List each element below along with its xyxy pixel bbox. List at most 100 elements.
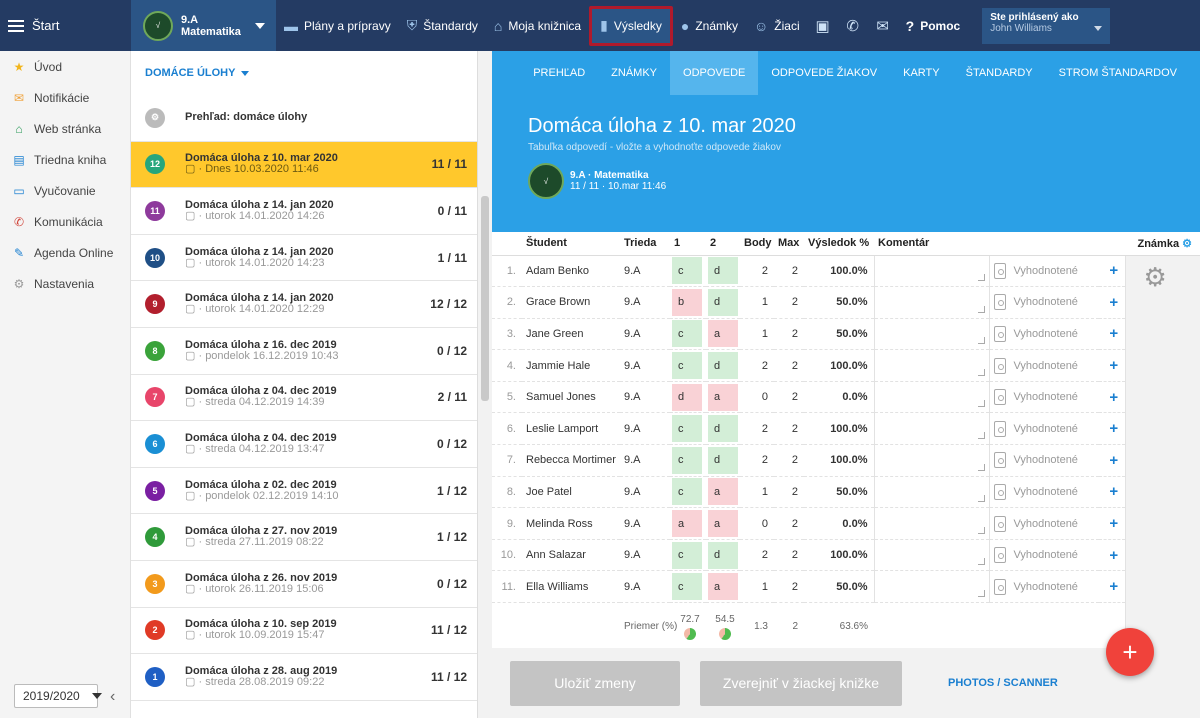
scroll-thumb[interactable] (481, 196, 489, 401)
add-grade-button[interactable]: + (1099, 286, 1125, 319)
comment-field[interactable] (873, 476, 990, 509)
save-button[interactable]: Uložiť zmeny (510, 660, 680, 706)
col-q2[interactable]: 2 (706, 232, 740, 256)
answer-q1[interactable]: c (672, 541, 702, 569)
nav-students[interactable]: ☺ Žiaci (746, 0, 808, 51)
comment-field[interactable] (873, 381, 990, 414)
screen-share-icon[interactable]: ▣ (815, 17, 830, 35)
start-menu-button[interactable]: Štart (0, 0, 131, 51)
sidebar-item-0[interactable]: ★ Úvod (0, 51, 130, 82)
add-grade-button[interactable]: + (1099, 476, 1125, 509)
sidebar-item-1[interactable]: ✉ Notifikácie (0, 82, 130, 113)
answer-q2[interactable]: a (708, 320, 738, 348)
answer-q1[interactable]: c (672, 352, 702, 380)
col-trieda[interactable]: Trieda (620, 232, 670, 256)
comment-field[interactable] (873, 507, 990, 540)
homework-item[interactable]: 3 Domáca úloha z 26. nov 2019 ▢ · utorok 2… (131, 561, 477, 608)
add-fab-button[interactable]: + (1106, 628, 1154, 676)
answer-q1[interactable]: c (672, 446, 702, 474)
answer-q2[interactable]: a (708, 383, 738, 411)
nav-library[interactable]: ⌂ Moja knižnica (486, 0, 589, 51)
sidebar-item-5[interactable]: ✆ Komunikácia (0, 206, 130, 237)
user-menu[interactable]: Ste prihlásený ako John Williams (982, 7, 1111, 44)
document-icon[interactable] (993, 262, 1006, 279)
add-grade-button[interactable]: + (1099, 318, 1125, 351)
answer-q1[interactable]: d (672, 383, 702, 411)
nav-folder[interactable]: ▬ Plány a prípravy (276, 0, 399, 51)
add-grade-button[interactable]: + (1099, 539, 1125, 572)
sidebar-item-6[interactable]: ✎ Agenda Online (0, 237, 130, 268)
answer-q1[interactable]: c (672, 415, 702, 443)
tab-4[interactable]: KARTY (903, 67, 940, 79)
document-icon[interactable] (993, 452, 1006, 469)
answer-q2[interactable]: d (708, 288, 738, 316)
homework-item[interactable]: 4 Domáca úloha z 27. nov 2019 ▢ · streda 2… (131, 514, 477, 561)
homework-item[interactable]: 9 Domáca úloha z 14. jan 2020 ▢ · utorok 1… (131, 281, 477, 328)
tab-5[interactable]: ŠTANDARDY (965, 67, 1033, 79)
document-icon[interactable] (993, 420, 1006, 437)
add-grade-button[interactable]: + (1099, 507, 1125, 540)
answer-q1[interactable]: c (672, 478, 702, 506)
comment-field[interactable] (873, 255, 990, 288)
add-grade-button[interactable]: + (1099, 444, 1125, 477)
comment-field[interactable] (873, 412, 990, 446)
answer-q2[interactable]: d (708, 352, 738, 380)
sidebar-item-2[interactable]: ⌂ Web stránka (0, 113, 130, 144)
document-icon[interactable] (993, 325, 1006, 342)
col-max[interactable]: Max (774, 232, 804, 256)
comment-field[interactable] (873, 570, 990, 604)
homework-item[interactable]: 12 Domáca úloha z 10. mar 2020 ▢ · Dnes 10… (131, 141, 477, 189)
answer-q1[interactable]: c (672, 573, 702, 601)
homework-item[interactable]: 8 Domáca úloha z 16. dec 2019 ▢ · pondelok… (131, 328, 477, 375)
answer-q1[interactable]: c (672, 320, 702, 348)
comment-field[interactable] (873, 318, 990, 351)
comment-field[interactable] (873, 286, 990, 319)
add-grade-button[interactable]: + (1099, 255, 1125, 288)
collapse-sidebar-icon[interactable]: ‹ (110, 688, 116, 705)
answer-q1[interactable]: c (672, 257, 702, 285)
nav-grade[interactable]: ● Známky (673, 0, 746, 51)
homework-item[interactable]: 7 Domáca úloha z 04. dec 2019 ▢ · streda 0… (131, 375, 477, 422)
homework-item[interactable]: 6 Domáca úloha z 04. dec 2019 ▢ · streda 0… (131, 421, 477, 468)
homework-item[interactable]: 11 Domáca úloha z 14. jan 2020 ▢ · utorok … (131, 188, 477, 235)
document-icon[interactable] (993, 547, 1006, 564)
publish-button[interactable]: Zverejniť v žiackej knižke (700, 660, 902, 706)
answer-q2[interactable]: a (708, 510, 738, 538)
homework-item[interactable]: 10 Domáca úloha z 14. jan 2020 ▢ · utorok … (131, 235, 477, 282)
list-scrollbar[interactable] (478, 51, 492, 718)
comment-field[interactable] (873, 539, 990, 572)
help-button[interactable]: ? Pomoc (905, 17, 961, 34)
document-icon[interactable] (993, 357, 1006, 374)
nav-shield[interactable]: ⛨ Štandardy (399, 0, 486, 51)
comment-field[interactable] (873, 444, 990, 477)
homework-item[interactable]: 5 Domáca úloha z 02. dec 2019 ▢ · pondelok… (131, 468, 477, 515)
document-icon[interactable] (993, 515, 1006, 532)
document-icon[interactable] (993, 389, 1006, 406)
add-grade-button[interactable]: + (1099, 349, 1125, 382)
document-icon[interactable] (993, 483, 1006, 500)
document-icon[interactable] (993, 294, 1006, 311)
answer-q2[interactable]: a (708, 573, 738, 601)
answer-q2[interactable]: d (708, 541, 738, 569)
chat-icon[interactable]: ✆ (846, 17, 859, 35)
answer-q2[interactable]: d (708, 415, 738, 443)
homework-filter-dropdown[interactable]: DOMÁCE ÚLOHY (131, 51, 477, 95)
class-selector[interactable]: √ 9.A Matematika (131, 0, 276, 51)
photos-scanner-link[interactable]: PHOTOS / SCANNER (948, 677, 1058, 689)
answer-q2[interactable]: d (708, 257, 738, 285)
gear-icon[interactable]: ⚙ (1182, 237, 1192, 250)
tab-1[interactable]: ZNÁMKY (611, 67, 658, 79)
school-year-select[interactable]: 2019/2020 (14, 684, 102, 708)
tab-0[interactable]: PREHĽAD (533, 67, 586, 79)
col-vysledok[interactable]: Výsledok % (804, 232, 874, 256)
document-icon[interactable] (993, 578, 1006, 595)
answer-q1[interactable]: a (672, 510, 702, 538)
add-grade-button[interactable]: + (1099, 412, 1125, 446)
tab-3[interactable]: ODPOVEDE ŽIAKOV (771, 67, 878, 79)
answer-q1[interactable]: b (672, 288, 702, 316)
add-grade-button[interactable]: + (1099, 570, 1125, 604)
col-body[interactable]: Body (740, 232, 774, 256)
sidebar-item-3[interactable]: ▤ Triedna kniha (0, 144, 130, 175)
sidebar-item-4[interactable]: ▭ Vyučovanie (0, 175, 130, 206)
mail-icon[interactable]: ✉ (876, 17, 889, 35)
